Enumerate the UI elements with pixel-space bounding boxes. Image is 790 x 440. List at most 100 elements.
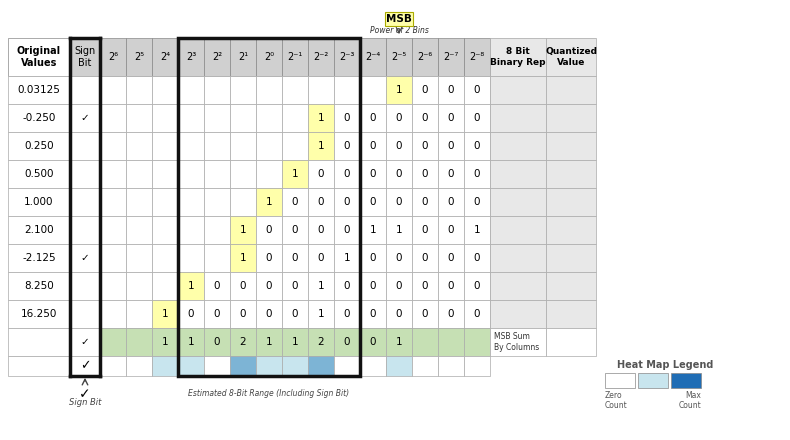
Bar [178,188,204,216]
Text: -0.250: -0.250 [22,113,55,123]
Bar [334,216,360,244]
Bar [282,272,308,300]
Bar [70,300,100,328]
Text: 2⁻⁵: 2⁻⁵ [391,52,407,62]
Bar [230,244,256,272]
Bar [178,104,204,132]
Text: 0: 0 [474,85,480,95]
Bar [8,328,70,356]
Bar [256,38,282,76]
Text: 2⁻⁸: 2⁻⁸ [469,52,484,62]
Bar [412,104,438,132]
Bar [438,132,464,160]
Bar [464,328,490,356]
Bar [334,188,360,216]
Text: Power of 2 Bins: Power of 2 Bins [370,26,428,35]
Bar [100,160,126,188]
Bar [204,356,230,376]
Bar [204,38,230,76]
Bar [546,244,596,272]
Text: 0: 0 [448,281,454,291]
Bar [464,244,490,272]
Bar [178,356,204,376]
Bar [204,188,230,216]
Text: 0: 0 [448,169,454,179]
Bar [178,328,204,356]
Bar [412,76,438,104]
Text: 0: 0 [448,197,454,207]
Bar [230,104,256,132]
Text: Sign Bit: Sign Bit [69,398,101,407]
Text: 0: 0 [344,281,350,291]
Bar [8,38,70,76]
Bar [70,328,100,356]
Text: Max
Count: Max Count [679,391,701,411]
Text: 0: 0 [422,169,428,179]
Bar [334,328,360,356]
Text: 1: 1 [318,281,325,291]
Bar [230,328,256,356]
Text: 2⁶: 2⁶ [108,52,118,62]
Text: 0: 0 [318,225,324,235]
Bar [386,300,412,328]
Bar [464,300,490,328]
Bar [152,328,178,356]
Text: 0: 0 [422,113,428,123]
Bar [438,272,464,300]
Bar [386,188,412,216]
Bar [152,38,178,76]
Bar [178,38,204,76]
Text: 2⁰: 2⁰ [264,52,274,62]
Bar [464,356,490,376]
Bar [178,244,204,272]
Bar [230,188,256,216]
Text: 2⁻⁶: 2⁻⁶ [417,52,433,62]
Bar [386,132,412,160]
Bar [152,272,178,300]
Text: 0: 0 [396,197,402,207]
Text: 2: 2 [318,337,325,347]
Bar [490,188,546,216]
Bar [126,244,152,272]
Text: 0: 0 [370,197,376,207]
Bar [282,328,308,356]
Bar [464,188,490,216]
Text: Estimated 8-Bit Range (Including Sign Bit): Estimated 8-Bit Range (Including Sign Bi… [189,389,349,397]
Bar [8,188,70,216]
Text: 1: 1 [292,169,299,179]
Bar [230,216,256,244]
Bar [546,132,596,160]
Bar [178,132,204,160]
Text: 0: 0 [474,253,480,263]
Bar [204,328,230,356]
Bar [100,104,126,132]
Text: 0: 0 [292,197,299,207]
Bar [70,216,100,244]
Text: 0: 0 [448,225,454,235]
Bar [70,160,100,188]
Bar [100,216,126,244]
Bar [204,244,230,272]
Bar [360,76,386,104]
Bar [490,216,546,244]
Bar [8,272,70,300]
Bar [256,328,282,356]
Bar [334,300,360,328]
Bar [308,38,334,76]
Text: 0: 0 [448,309,454,319]
Text: 2⁻²: 2⁻² [314,52,329,62]
Bar [256,188,282,216]
Text: 0: 0 [292,225,299,235]
Text: 0: 0 [448,85,454,95]
Bar [360,216,386,244]
Text: 1: 1 [370,225,376,235]
Text: 0: 0 [344,141,350,151]
Text: 0: 0 [214,281,220,291]
Bar [178,76,204,104]
Bar [412,216,438,244]
Bar [490,104,546,132]
Bar [308,216,334,244]
Text: ✓: ✓ [79,387,91,401]
Text: ✓: ✓ [81,253,89,263]
Bar [546,216,596,244]
